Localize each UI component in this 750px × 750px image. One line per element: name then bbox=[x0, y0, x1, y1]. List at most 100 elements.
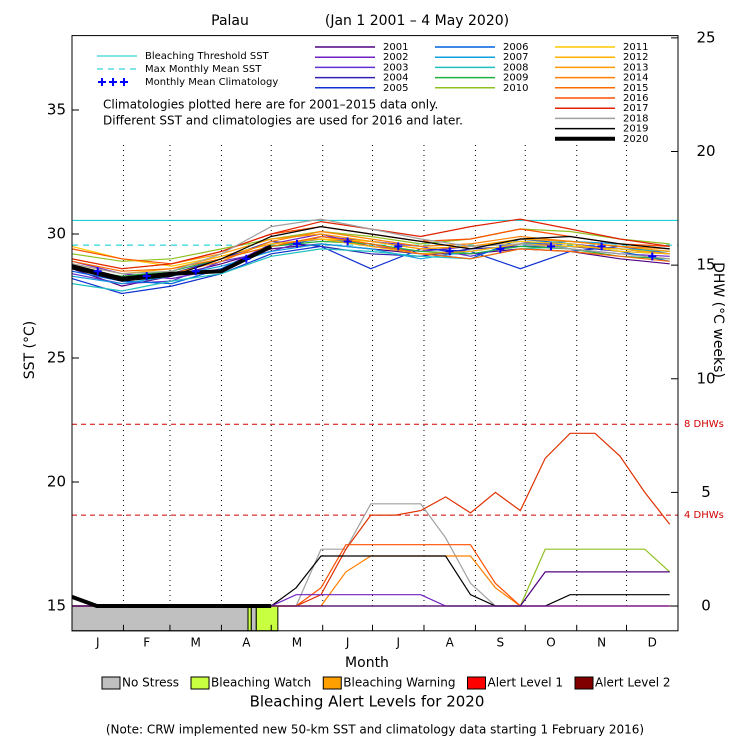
legend-label: 2018 bbox=[623, 113, 648, 124]
alert-swatch bbox=[101, 676, 121, 690]
alert-swatch bbox=[466, 676, 486, 690]
alert-segment bbox=[255, 605, 279, 632]
legend-label: Max Monthly Mean SST bbox=[145, 64, 262, 75]
climatology-mark bbox=[142, 272, 151, 281]
legend-label: 2011 bbox=[623, 42, 648, 53]
alert-segment bbox=[71, 605, 249, 632]
climatology-mark bbox=[597, 242, 606, 251]
dhw-threshold-label: 8 DHWs bbox=[684, 419, 724, 430]
climatology-mark bbox=[546, 242, 555, 251]
x-tick-label: J bbox=[345, 635, 350, 649]
y2-tick-label: 25 bbox=[696, 28, 715, 46]
alert-title: Bleaching Alert Levels for 2020 bbox=[250, 693, 485, 711]
legend-label: 2008 bbox=[503, 62, 528, 73]
legend-label: 2003 bbox=[383, 62, 408, 73]
note: (Note: CRW implemented new 50-km SST and… bbox=[106, 723, 644, 737]
dhw-line bbox=[72, 555, 670, 607]
alert-swatch bbox=[190, 676, 210, 690]
alert-label: Bleaching Warning bbox=[343, 676, 455, 690]
legend-label: 2005 bbox=[383, 83, 408, 94]
alert-label: Alert Level 1 bbox=[487, 676, 563, 690]
y2-axis-label: DHW (°C weeks) bbox=[710, 262, 726, 378]
climatology-mark bbox=[445, 247, 454, 256]
x-tick-label: F bbox=[143, 635, 150, 649]
legend-label: 2010 bbox=[503, 83, 528, 94]
x-tick-label: S bbox=[497, 635, 505, 649]
legend-label: 2006 bbox=[503, 42, 528, 53]
legend-label: 2014 bbox=[623, 73, 648, 84]
climatology-mark bbox=[343, 237, 352, 246]
dhw-line bbox=[72, 555, 670, 607]
y2-tick-label: 5 bbox=[701, 483, 711, 501]
y-tick-label: 25 bbox=[47, 349, 66, 367]
legend-label: 2020 bbox=[623, 134, 648, 145]
climatology-mark bbox=[292, 239, 301, 248]
legend-label: 2013 bbox=[623, 62, 648, 73]
chart-title: Palau bbox=[211, 13, 249, 29]
climatology-mark bbox=[648, 252, 657, 261]
y-tick-label: 30 bbox=[47, 225, 66, 243]
dhw-line bbox=[72, 432, 671, 607]
alert-swatch bbox=[574, 676, 594, 690]
x-axis-label: Month bbox=[345, 655, 389, 671]
climatology-mark bbox=[191, 267, 200, 276]
legend-label: 2001 bbox=[383, 42, 408, 53]
x-tick-label: M bbox=[292, 635, 302, 649]
climatology-mark bbox=[394, 242, 403, 251]
x-tick-label: J bbox=[395, 635, 400, 649]
legend-label: 2002 bbox=[383, 52, 408, 63]
dhw-line bbox=[71, 595, 272, 608]
legend-label: 2012 bbox=[623, 52, 648, 63]
dhw-threshold-label: 4 DHWs bbox=[684, 510, 724, 521]
legend-label: Monthly Mean Climatology bbox=[145, 77, 278, 88]
legend-label: 2009 bbox=[503, 73, 528, 84]
dhw-line bbox=[72, 571, 670, 607]
alert-label: No Stress bbox=[122, 676, 179, 690]
y-tick-label: 35 bbox=[47, 101, 66, 119]
annotation: Climatologies plotted here are for 2001–… bbox=[103, 98, 438, 112]
alert-segment bbox=[250, 605, 257, 632]
climatology-mark bbox=[93, 267, 102, 276]
y-tick-label: 20 bbox=[47, 473, 66, 491]
dhw-line bbox=[72, 503, 670, 607]
x-tick-label: D bbox=[648, 635, 657, 649]
alert-label: Bleaching Watch bbox=[211, 676, 311, 690]
climatology-mark bbox=[496, 244, 505, 253]
legend-label: 2016 bbox=[623, 93, 648, 104]
x-tick-label: A bbox=[446, 635, 455, 649]
annotation: Different SST and climatologies are used… bbox=[103, 114, 463, 128]
y2-tick-label: 0 bbox=[701, 597, 711, 615]
sst-line bbox=[71, 225, 670, 282]
sst-line bbox=[71, 228, 670, 262]
x-tick-label: O bbox=[546, 635, 555, 649]
sst-line bbox=[71, 235, 670, 272]
alert-swatch bbox=[322, 676, 342, 690]
legend-swatch bbox=[109, 78, 117, 86]
legend-label: Bleaching Threshold SST bbox=[145, 51, 270, 62]
climatology-mark bbox=[242, 254, 251, 263]
chart-subtitle: (Jan 1 2001 – 4 May 2020) bbox=[325, 13, 509, 29]
dhw-line bbox=[72, 544, 670, 607]
y-axis-label: SST (°C) bbox=[22, 321, 38, 379]
plot-frame bbox=[71, 35, 679, 632]
legend-label: 2007 bbox=[503, 52, 528, 63]
y-tick-label: 15 bbox=[47, 597, 66, 615]
x-tick-label: M bbox=[191, 635, 201, 649]
sst-line bbox=[71, 244, 273, 281]
legend-label: 2004 bbox=[383, 73, 408, 84]
dhw-line bbox=[72, 548, 671, 607]
alert-label: Alert Level 2 bbox=[595, 676, 671, 690]
y2-tick-label: 20 bbox=[696, 142, 715, 160]
y2-tick-label: 15 bbox=[696, 256, 715, 274]
x-tick-label: A bbox=[242, 635, 251, 649]
legend-label: 2019 bbox=[623, 124, 648, 135]
x-tick-label: J bbox=[95, 635, 100, 649]
x-tick-label: N bbox=[597, 635, 606, 649]
legend-swatch bbox=[120, 78, 128, 86]
legend-label: 2015 bbox=[623, 83, 648, 94]
legend-swatch bbox=[98, 78, 106, 86]
y2-tick-label: 10 bbox=[696, 369, 715, 387]
sst-line bbox=[71, 218, 670, 275]
legend-label: 2017 bbox=[623, 103, 648, 114]
